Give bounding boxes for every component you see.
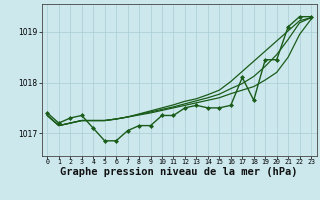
X-axis label: Graphe pression niveau de la mer (hPa): Graphe pression niveau de la mer (hPa) bbox=[60, 167, 298, 177]
